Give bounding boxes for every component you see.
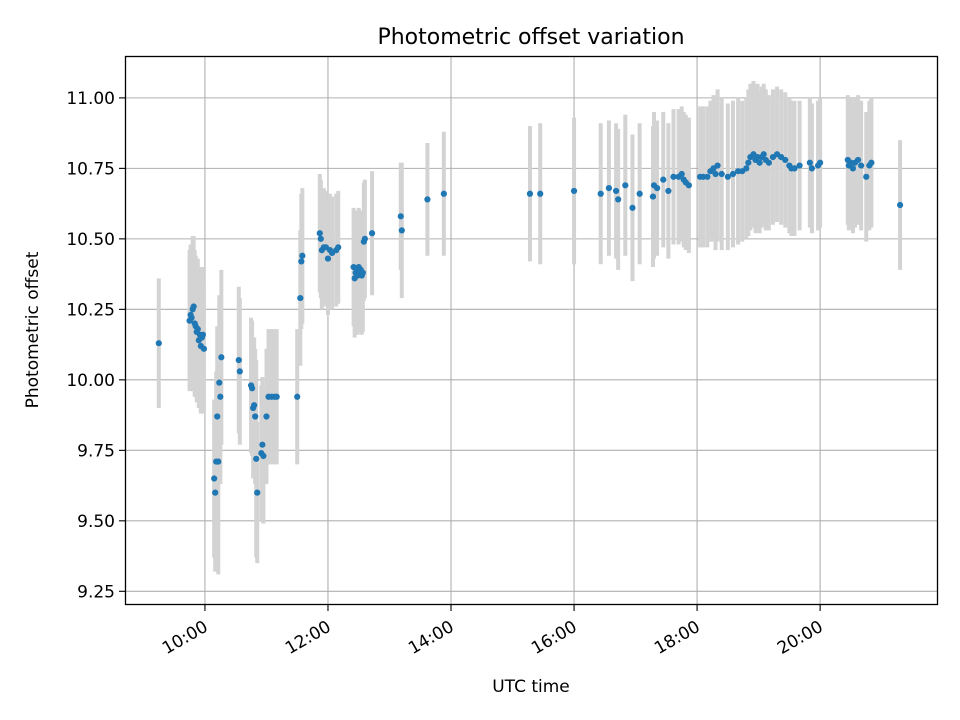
data-point xyxy=(155,340,162,347)
data-point xyxy=(678,170,685,178)
data-point xyxy=(597,190,604,197)
data-point xyxy=(190,303,197,310)
data-point xyxy=(260,452,267,460)
data-point xyxy=(297,294,304,302)
y-tick-label: 10.25 xyxy=(66,300,115,320)
data-point xyxy=(605,185,613,192)
data-point xyxy=(745,159,752,166)
data-point xyxy=(756,159,763,166)
data-point xyxy=(215,458,222,465)
data-point xyxy=(397,213,404,220)
data-point xyxy=(368,230,376,237)
data-point xyxy=(858,162,865,169)
data-point xyxy=(660,176,667,183)
y-axis-label: Photometric offset xyxy=(23,251,43,408)
data-point xyxy=(298,258,305,265)
data-point xyxy=(796,162,803,169)
data-point xyxy=(670,173,677,180)
data-point xyxy=(211,475,218,482)
data-point xyxy=(791,165,798,172)
data-point xyxy=(729,170,737,178)
data-point xyxy=(782,156,789,164)
data-points xyxy=(155,151,904,496)
data-point xyxy=(235,357,242,364)
data-point xyxy=(398,227,405,234)
data-point xyxy=(615,196,622,203)
data-point xyxy=(896,201,904,209)
data-point xyxy=(724,173,731,180)
data-point xyxy=(765,159,772,166)
data-point xyxy=(249,385,256,392)
data-point xyxy=(194,325,201,333)
data-point xyxy=(704,173,711,180)
data-point xyxy=(863,173,870,180)
data-point xyxy=(316,230,323,237)
data-point xyxy=(665,187,672,195)
y-tick-label: 10.50 xyxy=(66,230,115,250)
data-point xyxy=(259,441,266,448)
data-point xyxy=(868,159,875,166)
data-point xyxy=(200,345,208,352)
data-point xyxy=(629,204,636,211)
plot-frame xyxy=(124,55,939,606)
y-tick-label: 10.75 xyxy=(66,159,115,179)
data-point xyxy=(622,182,629,189)
data-point xyxy=(217,393,224,400)
y-tick-label: 9.75 xyxy=(77,441,115,461)
x-axis-label: UTC time xyxy=(492,677,570,697)
data-point xyxy=(760,151,767,158)
y-axis-ticks: 9.25 9.50 9.75 10.00 10.25 10.50 10.75 11.00 xyxy=(66,89,126,602)
y-tick-label: 10.00 xyxy=(66,371,115,391)
data-point xyxy=(254,489,261,496)
data-point xyxy=(188,314,195,321)
data-point xyxy=(808,165,816,172)
data-point xyxy=(743,165,750,172)
data-point xyxy=(849,165,857,172)
data-point xyxy=(216,379,223,386)
data-point xyxy=(653,185,661,192)
data-point xyxy=(612,187,620,195)
y-tick-label: 9.25 xyxy=(77,582,115,602)
data-point xyxy=(649,193,657,200)
data-point xyxy=(817,159,824,166)
data-point xyxy=(685,182,692,189)
data-point xyxy=(537,190,544,197)
data-point xyxy=(854,156,862,164)
y-tick-label: 9.50 xyxy=(77,512,115,532)
data-point xyxy=(294,393,301,400)
data-point xyxy=(526,190,534,197)
data-point xyxy=(299,252,306,259)
data-point xyxy=(359,269,366,276)
data-point xyxy=(212,489,219,496)
data-point xyxy=(636,190,643,197)
data-point xyxy=(424,196,431,203)
data-point xyxy=(714,162,721,169)
data-point xyxy=(251,402,258,409)
data-point xyxy=(253,455,260,462)
data-point xyxy=(252,413,259,420)
data-point xyxy=(218,354,225,361)
data-point xyxy=(806,159,813,166)
data-point xyxy=(440,190,447,197)
data-point xyxy=(273,393,280,400)
y-tick-label: 11.00 xyxy=(66,89,115,109)
data-point xyxy=(718,170,725,178)
data-point xyxy=(236,368,243,375)
data-point xyxy=(712,170,719,178)
data-point xyxy=(317,235,324,242)
data-point xyxy=(335,244,342,251)
chart-title: Photometric offset variation xyxy=(377,25,684,50)
data-point xyxy=(361,235,368,242)
data-point xyxy=(263,413,270,420)
data-point xyxy=(570,187,578,195)
data-point xyxy=(214,413,221,420)
data-point xyxy=(199,331,206,338)
data-point xyxy=(324,255,332,262)
